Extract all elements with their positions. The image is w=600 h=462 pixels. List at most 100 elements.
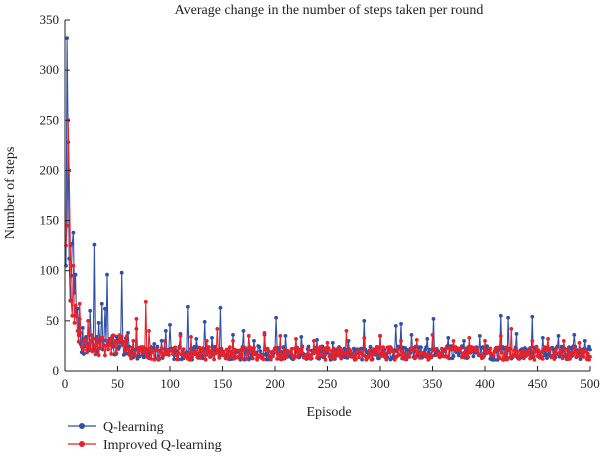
data-point: [369, 357, 374, 362]
data-point: [261, 357, 266, 362]
data-point: [323, 357, 328, 362]
data-point: [459, 346, 463, 350]
data-point: [556, 334, 561, 338]
data-point: [588, 347, 592, 352]
data-point: [194, 352, 199, 356]
data-point: [499, 350, 504, 355]
data-point: [114, 351, 119, 356]
data-point: [548, 346, 552, 351]
data-point: [419, 345, 423, 350]
data-point: [309, 356, 314, 361]
data-point: [231, 339, 235, 343]
data-point: [554, 346, 559, 351]
data-point: [176, 351, 181, 355]
data-point: [99, 301, 104, 306]
data-point: [345, 351, 350, 356]
data-point: [317, 353, 321, 358]
data-point: [339, 356, 344, 361]
data-point: [430, 333, 435, 337]
data-point: [210, 352, 214, 356]
data-point: [413, 355, 418, 360]
data-point: [68, 243, 73, 248]
data-point: [534, 345, 539, 349]
data-point: [106, 347, 110, 352]
data-point: [126, 346, 130, 351]
data-point: [215, 327, 220, 331]
data-point: [130, 345, 135, 350]
data-point: [294, 337, 298, 341]
data-point: [97, 341, 102, 345]
data-point: [513, 353, 518, 358]
data-point: [278, 334, 283, 338]
x-tick-label: 50: [111, 376, 124, 391]
series-group: [64, 118, 592, 362]
data-point: [483, 339, 487, 343]
data-point: [346, 339, 351, 343]
data-point: [75, 306, 80, 311]
data-point: [348, 349, 353, 354]
data-point: [299, 350, 304, 354]
legend-label: Q-learning: [103, 420, 164, 435]
series-line: [65, 120, 591, 362]
data-point: [532, 358, 537, 362]
data-point: [552, 357, 557, 361]
legend-swatch-marker: [79, 423, 85, 429]
data-point: [315, 338, 319, 342]
data-point: [69, 298, 74, 303]
data-point: [155, 348, 160, 353]
data-point: [119, 334, 124, 339]
data-point: [162, 339, 167, 343]
data-point: [202, 320, 207, 324]
data-point: [467, 336, 472, 340]
data-point: [171, 352, 176, 356]
data-point: [230, 351, 234, 356]
data-point: [103, 306, 107, 311]
data-point: [366, 355, 371, 360]
data-point: [325, 341, 330, 345]
data-point: [240, 356, 245, 361]
data-point: [200, 346, 205, 350]
data-point: [105, 339, 109, 343]
data-point: [173, 345, 178, 350]
data-point: [274, 315, 278, 320]
data-point: [180, 351, 185, 356]
data-point: [505, 357, 509, 362]
data-point: [252, 339, 256, 343]
data-point: [204, 339, 209, 343]
data-point: [523, 346, 527, 350]
y-tick-label: 350: [40, 12, 60, 27]
data-point: [210, 336, 214, 340]
data-point: [225, 356, 230, 361]
data-point: [530, 339, 535, 343]
data-point: [192, 345, 197, 349]
data-point: [577, 341, 582, 345]
data-point: [245, 350, 250, 355]
data-point: [543, 353, 547, 358]
x-tick-label: 500: [580, 376, 600, 391]
data-point: [194, 337, 199, 341]
data-point: [398, 353, 402, 357]
data-point: [277, 353, 282, 358]
data-point: [437, 355, 442, 360]
data-point: [80, 348, 85, 352]
data-point: [159, 339, 164, 343]
y-tick-label: 50: [46, 313, 59, 328]
data-point: [275, 357, 279, 361]
data-point: [538, 350, 543, 355]
data-point: [529, 354, 534, 358]
legend-label: Improved Q-learning: [103, 438, 222, 453]
x-tick-label: 200: [265, 376, 285, 391]
data-point: [575, 351, 580, 355]
data-point: [72, 321, 77, 325]
data-point: [190, 355, 195, 359]
data-point: [446, 355, 451, 360]
legend: Q-learning Improved Q-learning: [68, 420, 222, 453]
data-point: [282, 347, 287, 352]
data-point: [495, 346, 500, 350]
data-point: [231, 333, 235, 337]
data-point: [562, 346, 567, 351]
data-point: [387, 350, 392, 355]
data-point: [316, 347, 320, 352]
data-point: [187, 351, 191, 356]
data-point: [121, 339, 126, 344]
